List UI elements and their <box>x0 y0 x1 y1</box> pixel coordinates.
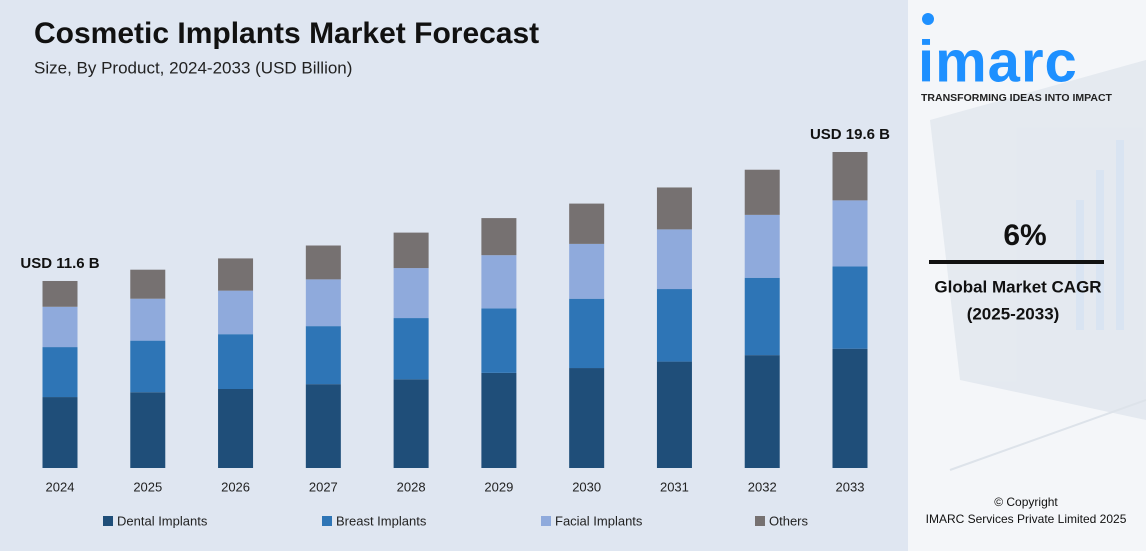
bar-segment <box>744 214 780 278</box>
x-tick-label: 2029 <box>484 479 513 494</box>
annotation: USD 11.6 B <box>20 255 99 272</box>
bar-segment <box>569 203 605 244</box>
side-panel <box>908 0 1146 551</box>
bar-segment <box>218 334 254 389</box>
legend-label: Dental Implants <box>117 513 208 528</box>
bar-segment <box>481 308 517 373</box>
bar-segment <box>305 326 341 385</box>
bar-segment <box>42 347 78 398</box>
bar-segment <box>656 289 692 362</box>
bar-segment <box>130 298 166 341</box>
bar-segment <box>218 258 254 291</box>
bar-segment <box>744 355 780 468</box>
x-tick-label: 2024 <box>46 479 75 494</box>
bar-segment <box>744 169 780 215</box>
legend-label: Others <box>769 513 809 528</box>
logo-dot <box>922 13 934 25</box>
bar-segment <box>569 368 605 468</box>
bar-segment <box>393 379 429 468</box>
bar-segment <box>305 384 341 468</box>
cagr-rule <box>929 260 1104 264</box>
bar-segment <box>656 361 692 468</box>
x-tick-label: 2025 <box>133 479 162 494</box>
copyright: © Copyright <box>994 495 1058 509</box>
tagline: TRANSFORMING IDEAS INTO IMPACT <box>921 92 1113 104</box>
bar-segment <box>42 306 78 348</box>
chart-subtitle: Size, By Product, 2024-2033 (USD Billion… <box>34 58 352 77</box>
x-tick-label: 2033 <box>836 479 865 494</box>
logo: imarc <box>918 29 1078 94</box>
x-tick-label: 2032 <box>748 479 777 494</box>
bar-segment <box>393 318 429 380</box>
x-tick-label: 2026 <box>221 479 250 494</box>
panel-decoration <box>930 60 1146 471</box>
bar-segment <box>130 340 166 393</box>
bar-segment <box>832 266 868 349</box>
bar-segment <box>481 218 517 256</box>
bar-segment <box>569 298 605 369</box>
cagr-period: (2025-2033) <box>967 304 1060 323</box>
bar-segment <box>744 277 780 356</box>
bar-segment <box>481 255 517 309</box>
bar-segment <box>130 269 166 299</box>
bar-segment <box>218 290 254 335</box>
cagr-value: 6% <box>1003 219 1046 252</box>
bar-segment <box>305 245 341 280</box>
company: IMARC Services Private Limited 2025 <box>926 512 1127 526</box>
x-tick-label: 2027 <box>309 479 338 494</box>
bar-segment <box>218 389 254 468</box>
bar-segment <box>832 348 868 468</box>
legend-swatch <box>103 516 113 526</box>
bar-segment <box>481 372 517 468</box>
bar-segment <box>569 243 605 299</box>
bar-segment <box>656 187 692 230</box>
bar-segment <box>832 200 868 267</box>
bar-segment <box>832 152 868 201</box>
bar-segment <box>305 279 341 327</box>
bar-segment <box>656 229 692 290</box>
chart-title: Cosmetic Implants Market Forecast <box>34 17 539 50</box>
bar-segment <box>130 392 166 468</box>
legend-swatch <box>541 516 551 526</box>
x-tick-label: 2028 <box>397 479 426 494</box>
annotation: USD 19.6 B <box>810 126 890 143</box>
cagr-label: Global Market CAGR <box>934 277 1101 296</box>
x-tick-label: 2030 <box>572 479 601 494</box>
legend-label: Breast Implants <box>336 513 427 528</box>
bar-segment <box>42 397 78 468</box>
legend-swatch <box>322 516 332 526</box>
legend-swatch <box>755 516 765 526</box>
x-tick-label: 2031 <box>660 479 689 494</box>
bar-segment <box>393 232 429 269</box>
bar-segment <box>42 280 78 307</box>
legend-label: Facial Implants <box>555 513 643 528</box>
bar-segment <box>393 268 429 319</box>
